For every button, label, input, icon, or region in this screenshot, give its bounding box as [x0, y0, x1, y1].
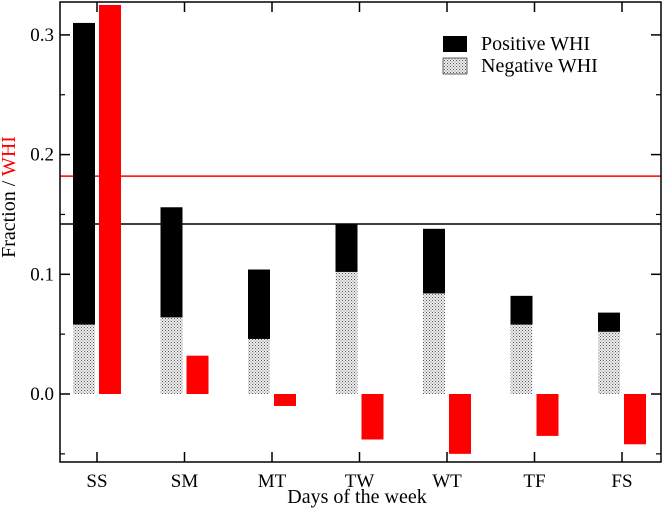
y-tick-label: 0.0	[30, 384, 54, 405]
x-tick-label: SM	[171, 471, 199, 492]
x-axis-title: Days of the week	[287, 486, 426, 508]
y-tick-label: 0.1	[30, 264, 54, 285]
legend-label: Negative WHI	[481, 55, 598, 77]
x-tick-label: SS	[86, 471, 107, 492]
x-tick-label: TW	[345, 471, 375, 492]
bar-negative-mt	[248, 338, 270, 394]
legend-label: Positive WHI	[481, 33, 590, 55]
x-tick-label: MT	[258, 471, 287, 492]
x-tick-label: TF	[523, 471, 545, 492]
bar-negative-tw	[335, 271, 358, 394]
y-axis-title: Fraction / WHI	[0, 136, 20, 258]
y-tick-label: 0.3	[30, 25, 54, 46]
bar-negative-tf	[510, 324, 533, 394]
y-axis-title-part: WHI	[0, 136, 20, 176]
plot-frame	[59, 1, 662, 463]
bar-whi-ss	[99, 4, 121, 394]
x-tick-label: WT	[432, 471, 462, 492]
x-tick-label: FS	[611, 471, 632, 492]
bar-whi-mt	[274, 394, 296, 406]
bar-negative-wt	[423, 293, 445, 394]
bars	[73, 4, 646, 454]
bar-negative-ss	[73, 324, 95, 394]
bar-whi-tf	[536, 394, 559, 436]
y-tick-label: 0.2	[30, 145, 54, 166]
bar-whi-fs	[624, 394, 646, 445]
legend-swatch-negative	[442, 57, 468, 75]
bar-positive-ss	[73, 22, 95, 395]
legend-swatch-positive	[443, 36, 467, 52]
y-axis-title-part: Fraction /	[0, 176, 20, 258]
bar-whi-wt	[449, 394, 471, 454]
axes: 0.0 0.1 0.2 0.3 SS SM MT TW WT TF FS	[30, 1, 662, 492]
bar-whi-sm	[186, 355, 209, 394]
bar-negative-fs	[598, 331, 620, 394]
bar-whi-tw	[361, 394, 384, 440]
bar-negative-sm	[160, 317, 183, 394]
reference-lines	[60, 175, 661, 225]
